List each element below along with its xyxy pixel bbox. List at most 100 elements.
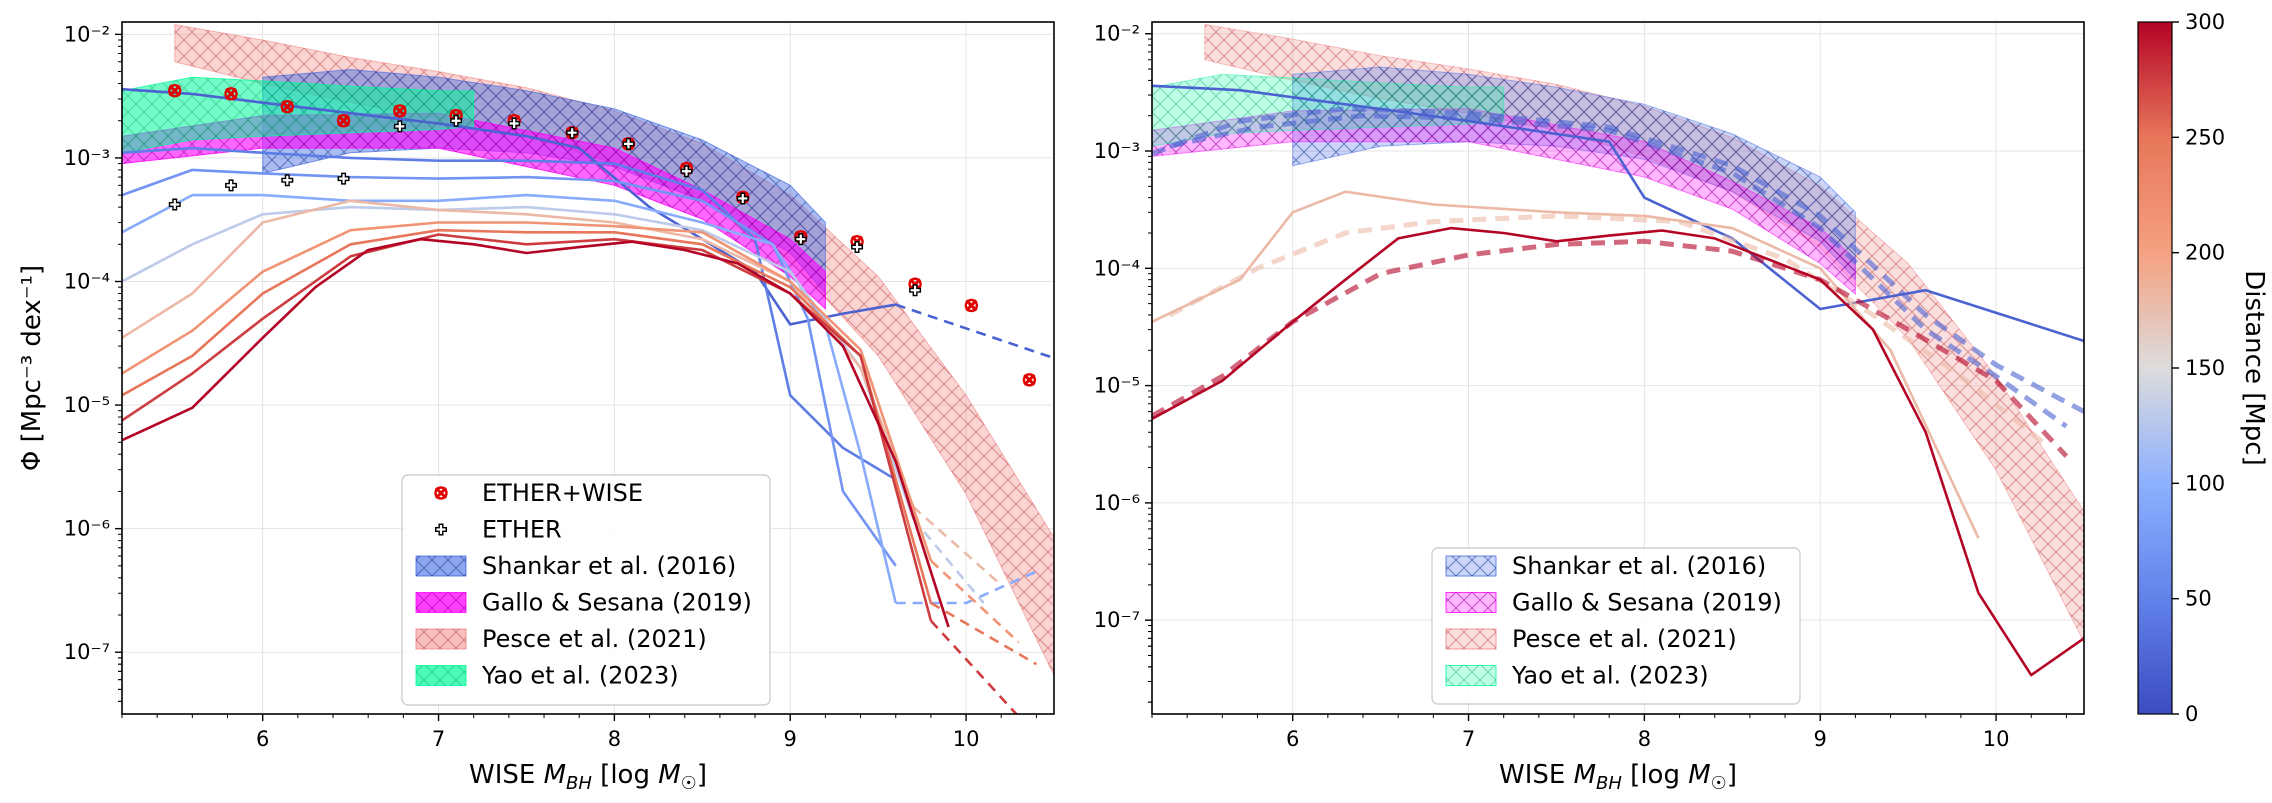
ether-point: [736, 192, 749, 205]
ether-point: [225, 179, 238, 192]
distance-curve-300mpc: [1152, 238, 2069, 458]
x-axis-label-unit: [log: [1622, 760, 1688, 790]
legend-entry: Pesce et al. (2021): [415, 625, 707, 653]
ether-point: [168, 198, 181, 211]
y-tick-label: 10⁻⁴: [64, 270, 110, 294]
x-axis-label: WISE MBH [log M☉]: [469, 760, 707, 794]
ether-marker-fill: [339, 174, 349, 184]
colorbar-tick-label: 0: [2185, 702, 2198, 726]
x-tick-label: 6: [1286, 727, 1299, 751]
legend-swatch-hatch: [1446, 665, 1496, 686]
x-tick-label: 8: [1638, 727, 1651, 751]
distance-curve-20mpc: [122, 87, 896, 326]
legend-entry: Shankar et al. (2016): [415, 552, 736, 580]
ether-wise-marker-x: [965, 299, 978, 312]
distance-curve-extrapolation: [895, 570, 1037, 605]
distance-curve-20mpc: [1152, 84, 2084, 343]
distance-curve-extrapolation: [930, 559, 1020, 644]
ether-marker-fill: [170, 199, 180, 209]
ether-wise-marker-x: [393, 104, 406, 118]
x-axis-label-text: WISE: [1499, 760, 1574, 790]
legend-entry: ETHER+WISE: [434, 479, 643, 507]
x-axis-label-close: ]: [697, 760, 707, 790]
y-tick-label: 10⁻⁵: [64, 393, 110, 417]
legend-entry: Shankar et al. (2016): [1445, 552, 1766, 580]
distance-curve-20mpc: [1152, 106, 2084, 414]
ether-point: [851, 241, 864, 254]
ether-wise-marker-x: [281, 100, 294, 113]
y-tick-label: 10⁻²: [1094, 22, 1140, 46]
colorbar-gradient: [2137, 21, 2173, 715]
ether-wise-marker-x: [224, 87, 238, 100]
distance-curve-275mpc: [122, 233, 933, 622]
colorbar-tick-label: 50: [2185, 587, 2212, 611]
legend: ETHER+WISE ETHER Shankar et al. (2016) Gall…: [401, 474, 771, 706]
distance-curve-300mpc: [122, 237, 950, 628]
ether-point: [281, 174, 294, 187]
ether-marker-fill: [395, 121, 405, 131]
ether-wise-point: [168, 83, 182, 98]
ether-wise-point: [964, 298, 979, 313]
legend-swatch-hatch: [416, 665, 466, 686]
x-axis-label-subscript: BH: [566, 773, 592, 794]
ether-point: [450, 114, 463, 127]
y-tick-label: 10⁻³: [1094, 139, 1140, 163]
colorbar-tick-label: 100: [2185, 471, 2225, 495]
y-tick-label: 10⁻⁷: [64, 640, 110, 664]
ether-point: [393, 120, 406, 133]
distance-curve-extrapolation: [912, 505, 1003, 586]
ether-point: [622, 137, 635, 150]
ether-wise-marker-ring: [964, 298, 979, 313]
distance-curve-45mpc: [122, 146, 897, 481]
ether-point: [508, 117, 521, 130]
ether-point: [337, 172, 350, 185]
x-tick-label: 7: [1462, 727, 1475, 751]
ether-marker-fill: [681, 166, 691, 176]
ether-point: [566, 126, 579, 139]
distance-curve-20mpc: [1169, 113, 2068, 429]
distance-curve-300mpc: [1152, 226, 2084, 677]
legend: Shankar et al. (2016) Gallo & Sesana (201…: [1431, 547, 1801, 705]
x-tick-label: 10: [1983, 727, 2010, 751]
distance-curve-extrapolation: [912, 518, 985, 604]
legend-entry: Gallo & Sesana (2019): [1445, 589, 1782, 617]
y-tick-label: 10⁻⁴: [1094, 256, 1140, 280]
legend-swatch-hatch: [416, 629, 466, 649]
ether-wise-point: [336, 114, 351, 128]
legend-swatch-hatch: [1446, 556, 1496, 576]
x-axis-label-unit-symbol: M: [658, 760, 680, 790]
y-tick-label: 10⁻⁵: [1094, 374, 1140, 398]
legend-frame: [401, 474, 771, 706]
ether-wise-point: [280, 99, 294, 114]
legend-entry: ETHER: [435, 516, 562, 544]
x-axis-label-text: WISE: [469, 760, 544, 790]
ether-marker-fill: [852, 242, 862, 252]
ether-marker-fill: [567, 128, 577, 138]
x-axis-label: WISE MBH [log M☉]: [1499, 760, 1737, 794]
ether-wise-marker-ring: [168, 83, 182, 98]
legend-label: ETHER+WISE: [482, 479, 643, 507]
legend-label: Yao et al. (2023): [481, 662, 679, 690]
distance-curve-180mpc: [1168, 213, 2051, 449]
distance-curve-extrapolation: [929, 619, 1019, 714]
ether-marker-fill: [226, 180, 236, 190]
legend-label: Shankar et al. (2016): [482, 552, 736, 580]
ether-marker-fill: [509, 118, 519, 128]
ether-wise-marker-ring: [393, 104, 407, 118]
legend-frame: [1431, 547, 1801, 705]
colorbar-tick-label: 300: [2185, 10, 2225, 34]
colorbar-tick-label: 250: [2185, 125, 2225, 149]
ether-marker-fill: [796, 234, 806, 244]
x-tick-label: 7: [432, 727, 445, 751]
distance-curve-215mpc: [122, 221, 933, 562]
ether-wise-marker-ring: [224, 87, 238, 101]
ether-marker-fill: [451, 116, 461, 126]
ether-wise-point: [393, 104, 407, 118]
axes-frame: [1151, 21, 2085, 715]
ether-marker-fill: [282, 175, 292, 185]
ether-marker-fill: [623, 139, 633, 149]
ether-marker-fill: [910, 285, 920, 295]
